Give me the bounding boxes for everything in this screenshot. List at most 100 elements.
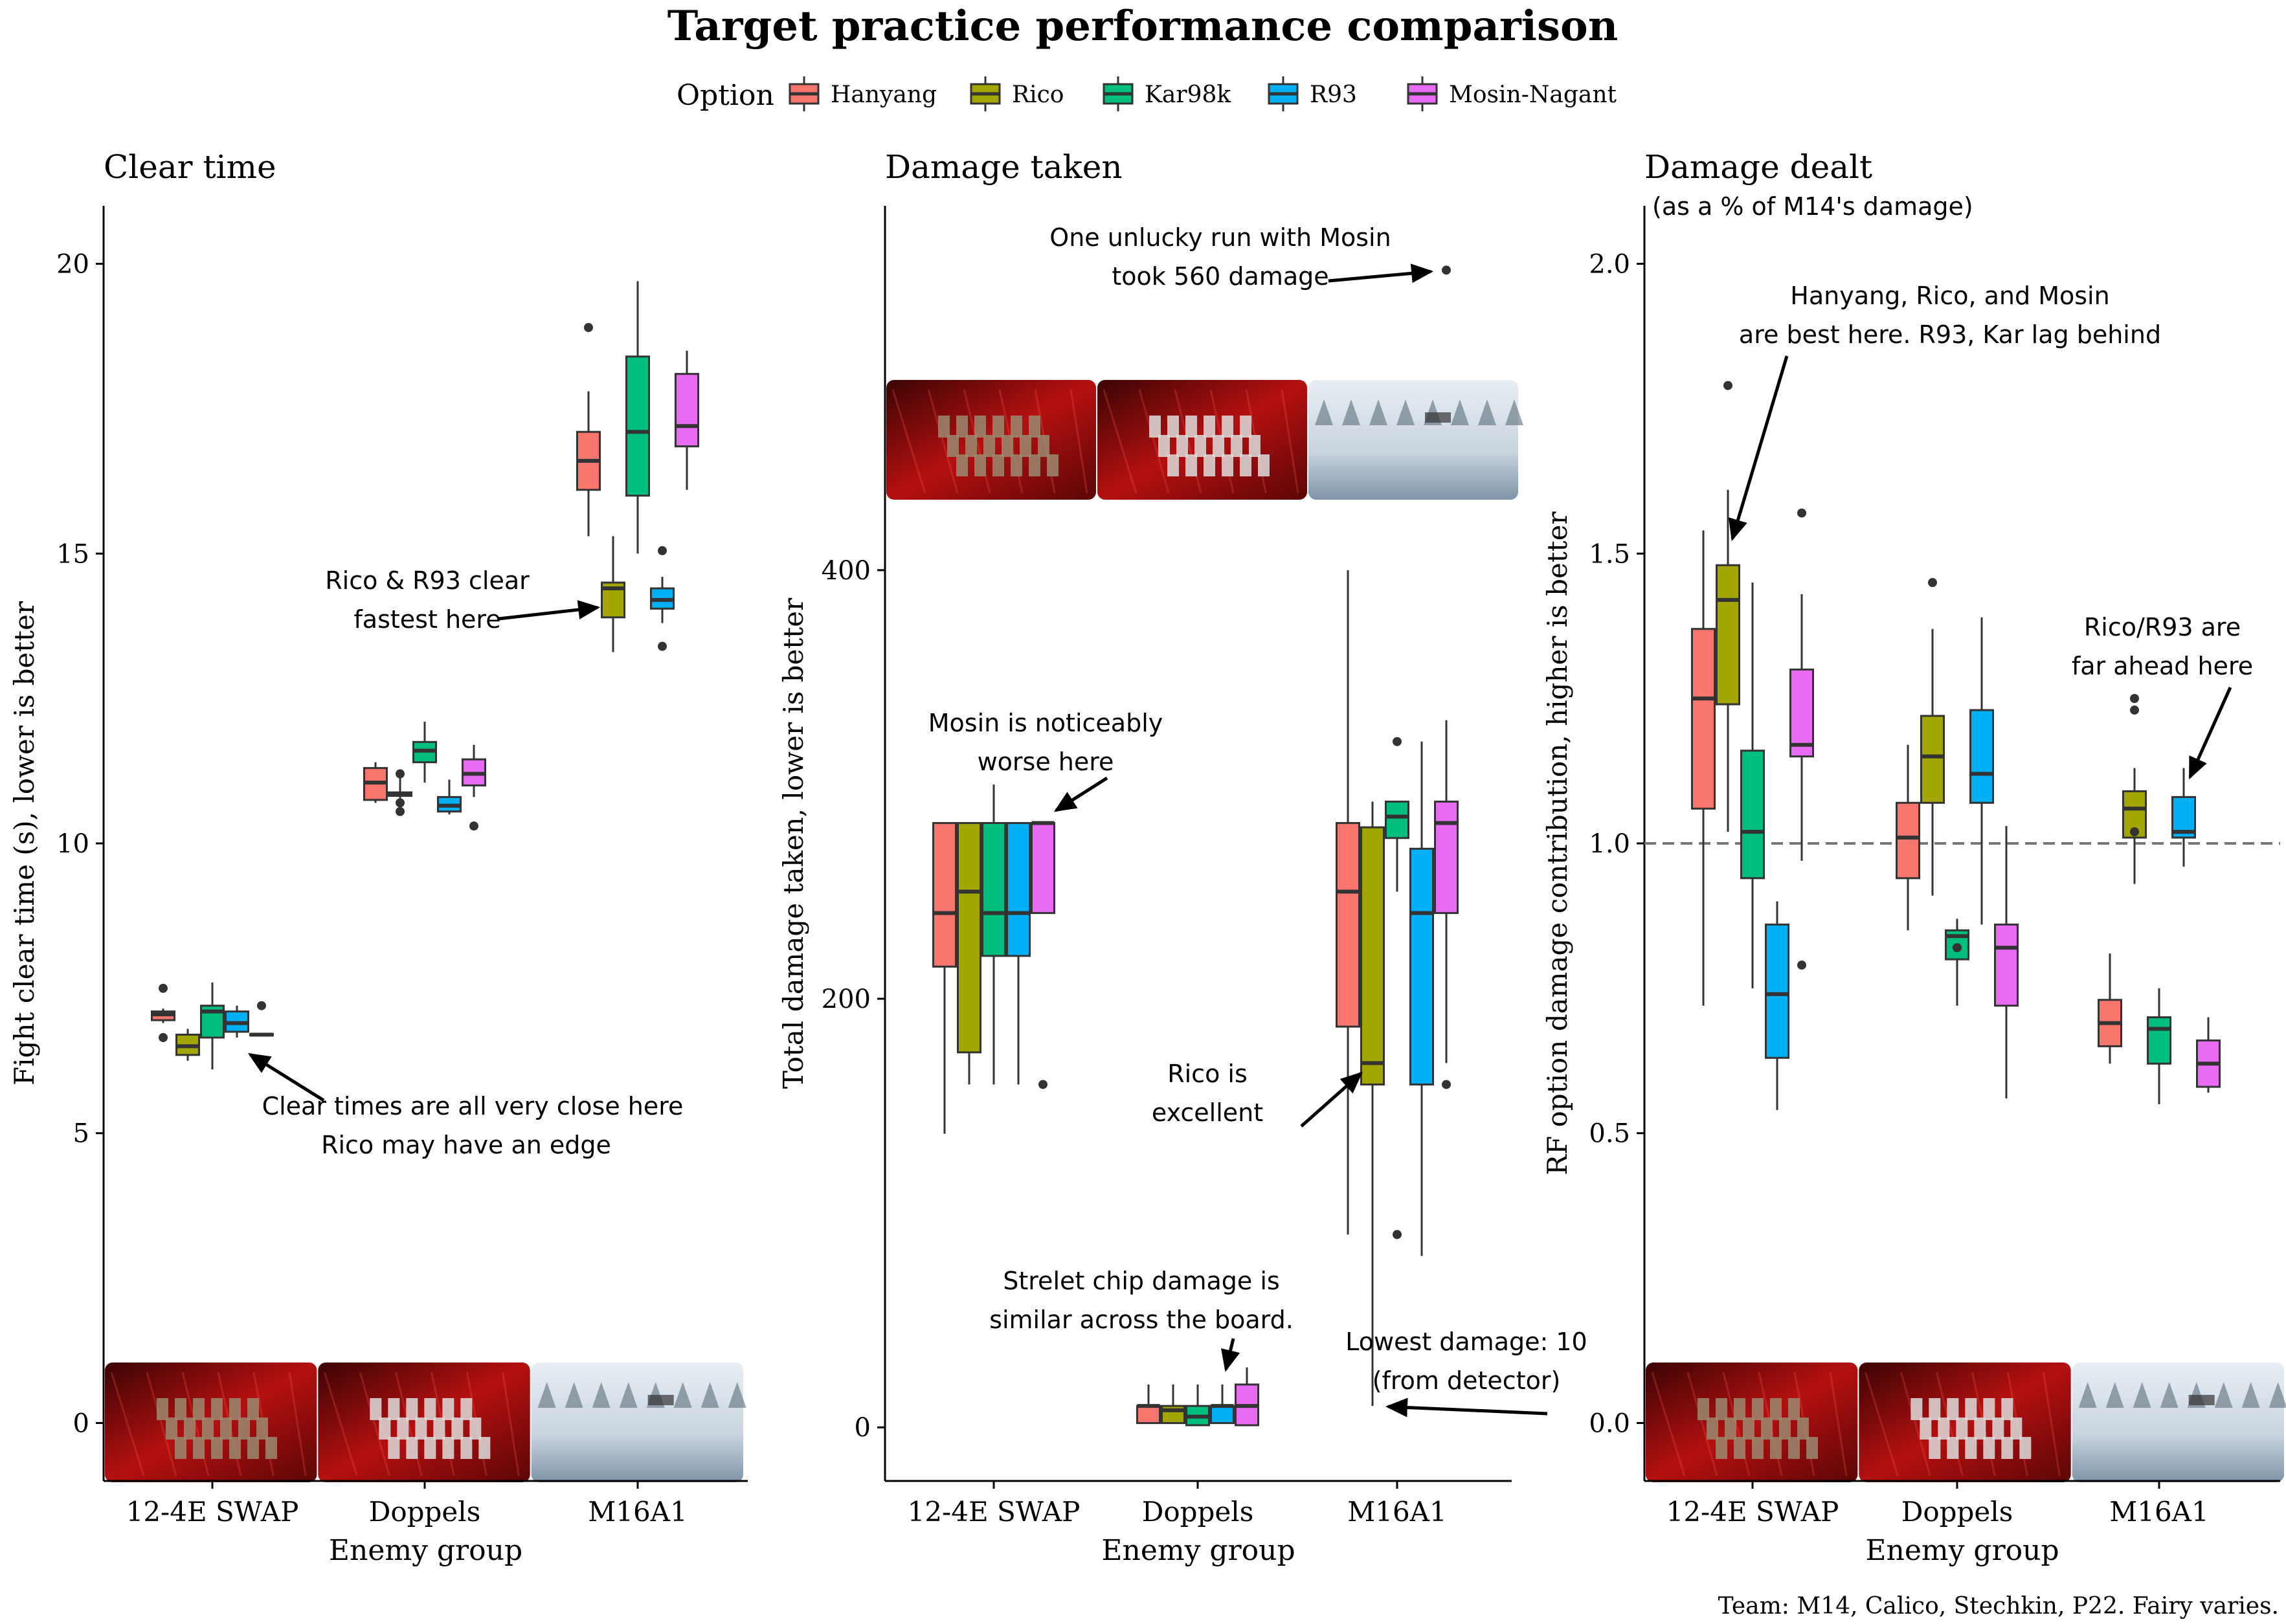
thumbnail-m16a1-tree xyxy=(673,1382,692,1408)
thumbnail-12-4e-swap-grid-line xyxy=(110,1372,145,1476)
thumbnail-m16a1-tree xyxy=(1342,399,1360,425)
annotation-3: Rico is excellent xyxy=(1152,1060,1363,1128)
thumbnail-12-4e-swap-unit xyxy=(1770,1437,1782,1459)
box-rico-12-4e-swap xyxy=(957,822,981,1085)
legend-label-mosin-nagant: Mosin-Nagant xyxy=(1449,82,1617,108)
thumbnail-12-4e-swap-unit xyxy=(211,1398,223,1420)
box-body xyxy=(1385,800,1409,840)
thumbnail-12-4e-swap-unit xyxy=(1743,1418,1754,1440)
y-tick-label: 0.5 xyxy=(1589,1119,1630,1149)
panel-damage-taken: Damage taken 0 200 400 12-4E SWAP Doppels M16A… xyxy=(778,148,1587,1567)
annotation-text: Rico & R93 clear xyxy=(325,566,530,595)
thumbnail-doppels-grid-line xyxy=(1138,389,1170,494)
thumbnail-12-4e-swap-grid-line xyxy=(927,389,959,494)
thumbnail-doppels-unit xyxy=(2019,1437,2032,1459)
annotation-text: Rico is xyxy=(1167,1060,1248,1088)
thumbnail-doppels-unit xyxy=(424,1398,436,1420)
thumbnail-doppels-unit xyxy=(1240,416,1251,438)
thumbnail-12-4e-swap-unit xyxy=(1806,1437,1818,1459)
thumbnail-12-4e-swap-unit xyxy=(1020,435,1031,457)
annotation-text: worse here xyxy=(978,748,1114,776)
thumbnail-12-4e-swap-unit xyxy=(1770,1398,1782,1420)
y-tick-label: 5 xyxy=(73,1119,89,1149)
thumbnail-12-4e-swap-unit xyxy=(1011,454,1022,476)
thumbnail-doppels-unit xyxy=(1167,454,1179,476)
box-body xyxy=(1896,801,1920,880)
outlier-point xyxy=(1797,961,1806,970)
box-body xyxy=(1409,847,1434,1085)
outlier-point xyxy=(2130,694,2139,704)
thumbnail-12-4e-swap-unit xyxy=(1734,1437,1745,1459)
y-axis-label: RF option damage contribution, higher is… xyxy=(1541,511,1573,1175)
box-mosin-nagant-12-4e-swap xyxy=(1789,508,1814,970)
box-rico-12-4e-swap xyxy=(175,1029,200,1061)
thumbnail-12-4e-swap-grid-line xyxy=(1829,1372,1848,1476)
thumbnail-12-4e-swap-grid-line xyxy=(1070,389,1088,494)
y-axis-label: Fight clear time (s), lower is better xyxy=(8,601,40,1085)
thumbnail-12-4e-swap-unit xyxy=(1011,416,1022,438)
box-hanyang-12-4e-swap xyxy=(932,822,957,1134)
thumbnail-doppels-unit xyxy=(1983,1398,1995,1420)
box-body xyxy=(932,822,957,968)
annotation-arrow xyxy=(247,1052,325,1102)
thumbnail-m16a1-tree xyxy=(700,1382,719,1408)
thumbnail-m16a1-tree xyxy=(2214,1382,2233,1408)
thumbnail-doppels-unit xyxy=(451,1418,464,1440)
panel-title: Damage taken xyxy=(885,148,1123,186)
thumbnail-doppels-unit xyxy=(1231,435,1242,457)
annotation-arrow xyxy=(1053,776,1108,812)
thumbnail-doppels-grid-line xyxy=(2042,1372,2061,1476)
box-kar98k-doppels xyxy=(1945,918,1969,1006)
annotation-text: Clear times are all very close here xyxy=(262,1092,684,1120)
thumbnail-doppels-unit xyxy=(388,1398,400,1420)
thumbnail-doppels-grid-line xyxy=(323,1372,358,1476)
outlier-point xyxy=(2130,827,2139,837)
y-tick-label: 400 xyxy=(822,556,871,586)
thumbnail-doppels-unit xyxy=(1929,1437,1941,1459)
annotation-arrow xyxy=(498,600,601,621)
box-body xyxy=(1360,826,1385,1085)
thumbnail-12-4e-swap-unit xyxy=(1734,1398,1745,1420)
box-r93-doppels xyxy=(1210,1385,1235,1425)
y-tick-label: 20 xyxy=(56,250,89,280)
thumbnail-12-4e-swap-unit xyxy=(157,1398,168,1420)
box-body xyxy=(1336,822,1360,1028)
thumbnail-12-4e-swap-unit xyxy=(1707,1418,1718,1440)
thumbnail-doppels-unit xyxy=(2010,1418,2023,1440)
y-axis-label: Total damage taken, lower is better xyxy=(778,597,809,1089)
annotation-2: Mosin is noticeably worse here xyxy=(928,709,1163,812)
annotation-text: fastest here xyxy=(353,605,500,634)
thumbnail-doppels xyxy=(1859,1363,2071,1482)
thumbnail-doppels-unit xyxy=(370,1398,382,1420)
x-tick-label: Doppels xyxy=(1142,1496,1254,1528)
box-mosin-nagant-m16a1 xyxy=(1434,720,1459,1089)
thumbnail-doppels-unit xyxy=(1920,1418,1932,1440)
box-body xyxy=(1920,715,1945,804)
thumbnail-doppels-unit xyxy=(415,1418,427,1440)
x-tick-label: M16A1 xyxy=(2109,1496,2209,1528)
outlier-point xyxy=(257,1001,266,1010)
thumbnail-12-4e-swap-unit xyxy=(992,416,1004,438)
thumbnail-12-4e-swap-unit xyxy=(965,435,977,457)
y-tick-label: 10 xyxy=(56,829,89,859)
legend-label-kar98k: Kar98k xyxy=(1145,82,1231,108)
box-kar98k-m16a1 xyxy=(625,281,650,554)
thumbnail-doppels-unit xyxy=(469,1418,482,1440)
thumbnail-doppels-unit xyxy=(1222,454,1233,476)
thumbnail-12-4e-swap-unit xyxy=(983,435,995,457)
thumbnail-doppels-unit xyxy=(1204,454,1215,476)
box-r93-doppels xyxy=(1969,617,1994,925)
thumbnail-m16a1-tree xyxy=(2133,1382,2151,1408)
thumbnail-12-4e-swap-unit xyxy=(992,454,1004,476)
thumbnail-doppels-grid-line xyxy=(1103,389,1137,494)
thumbnail-doppels-unit xyxy=(1929,1398,1941,1420)
y-tick-label: 0 xyxy=(855,1413,871,1443)
outlier-point xyxy=(1442,1080,1451,1089)
thumbnail-doppels-unit xyxy=(1204,416,1215,438)
outlier-point xyxy=(1442,265,1451,275)
thumbnail-doppels-unit xyxy=(1185,416,1197,438)
thumbnail-12-4e-swap-grid-line xyxy=(146,1372,177,1476)
thumbnail-doppels-unit xyxy=(460,1398,473,1420)
thumbnail-m16a1-tree xyxy=(565,1382,583,1408)
thumbnail-doppels-unit xyxy=(1983,1437,1995,1459)
